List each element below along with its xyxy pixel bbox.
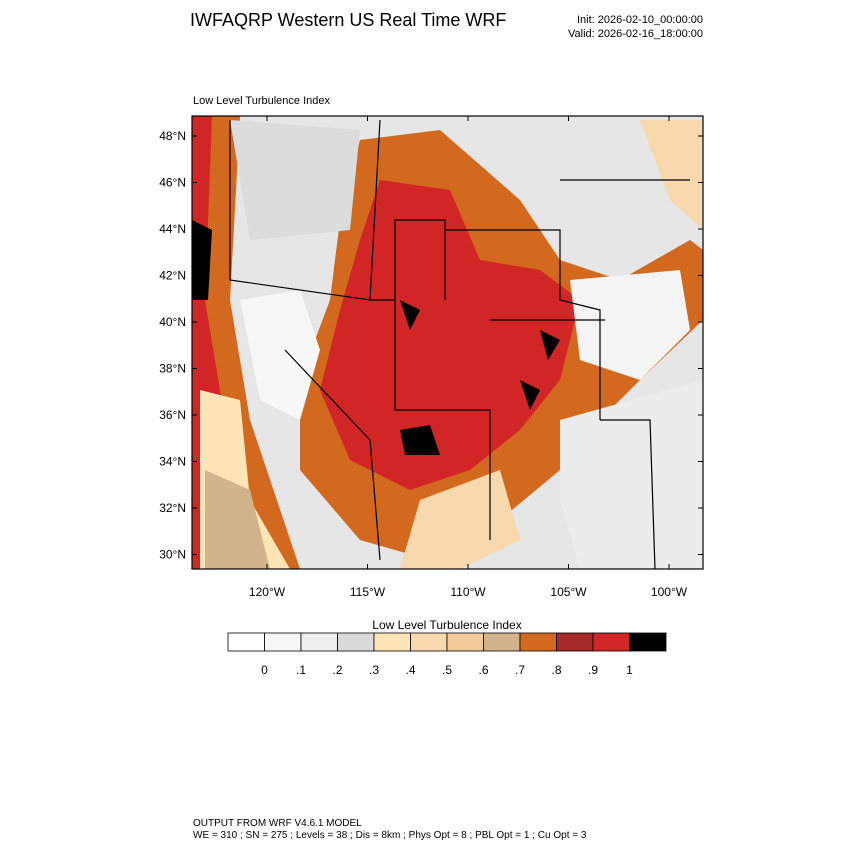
- colorbar-label: .7: [515, 663, 525, 677]
- colorbar-box: [519, 632, 557, 652]
- map-field: [191, 115, 704, 570]
- colorbar-box: [629, 632, 667, 652]
- colorbar-label: .6: [478, 663, 488, 677]
- colorbar-title: Low Level Turbulence Index: [372, 618, 521, 632]
- colorbar-label: .8: [551, 663, 561, 677]
- lon-label: 105°W: [550, 585, 587, 599]
- lat-label: 48°N: [159, 129, 186, 143]
- init-time: Init: 2026-02-10_00:00:00: [577, 14, 703, 26]
- colorbar-box: [300, 632, 338, 652]
- colorbar-box: [373, 632, 411, 652]
- valid-time: Valid: 2026-02-16_18:00:00: [568, 28, 703, 40]
- colorbar-box: [410, 632, 448, 652]
- lat-label: 40°N: [159, 315, 186, 329]
- colorbar-box: [483, 632, 521, 652]
- lon-label: 120°W: [249, 585, 286, 599]
- lat-label: 46°N: [159, 176, 186, 190]
- lat-label: 38°N: [159, 362, 186, 376]
- lat-label: 30°N: [159, 548, 186, 562]
- lon-label: 100°W: [651, 585, 688, 599]
- colorbar-label: 0: [261, 663, 268, 677]
- colorbar-label: .5: [442, 663, 452, 677]
- lon-label: 110°W: [450, 585, 486, 599]
- colorbar-box: [556, 632, 594, 652]
- colorbar-label: .1: [296, 663, 306, 677]
- colorbar-label: .4: [405, 663, 415, 677]
- colorbar-box: [446, 632, 484, 652]
- lat-label: 36°N: [159, 408, 186, 422]
- map-axes: 48°N 46°N 44°N 42°N 40°N 38°N 36°N 34°N 32°N 30°N…: [159, 116, 703, 599]
- colorbar-label: .3: [369, 663, 379, 677]
- lat-label: 44°N: [159, 222, 186, 236]
- footer-line: OUTPUT FROM WRF V4.6.1 MODEL: [193, 818, 362, 829]
- colorbar: 0 .1 .2 .3 .4 .5 .6 .7 .8 .9 1: [227, 632, 667, 677]
- lat-label: 42°N: [159, 269, 186, 283]
- colorbar-box: [337, 632, 375, 652]
- footer-line: WE = 310 ; SN = 275 ; Levels = 38 ; Dis …: [193, 830, 587, 841]
- lon-label: 115°W: [350, 585, 386, 599]
- lat-label: 32°N: [159, 501, 186, 515]
- colorbar-label: .2: [332, 663, 342, 677]
- colorbar-box: [264, 632, 302, 652]
- lat-label: 34°N: [159, 455, 186, 469]
- colorbar-label: 1: [626, 663, 633, 677]
- map-subtitle: Low Level Turbulence Index: [193, 95, 330, 107]
- colorbar-box: [227, 632, 265, 652]
- title: IWFAQRP Western US Real Time WRF: [190, 10, 506, 30]
- colorbar-label: .9: [588, 663, 598, 677]
- colorbar-box: [592, 632, 630, 652]
